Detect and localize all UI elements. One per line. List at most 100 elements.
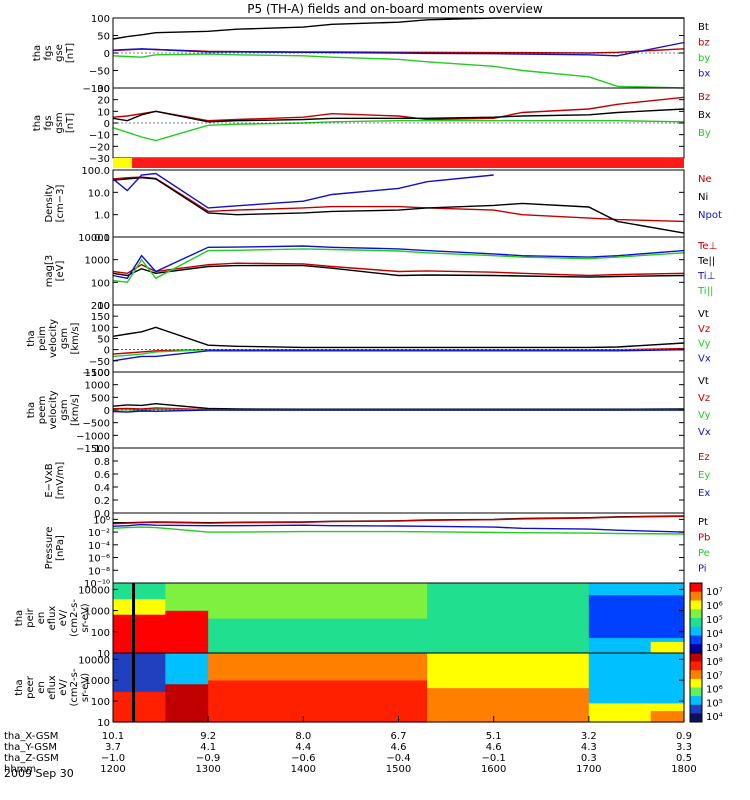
spectrogram-cell <box>265 668 271 673</box>
spectrogram-cell <box>446 683 452 689</box>
spectrogram-cell <box>550 702 557 708</box>
spectrogram-cell <box>526 586 533 592</box>
spectrogram-cell <box>298 641 304 646</box>
spectrogram-cell <box>255 691 262 696</box>
spectrogram-cell <box>636 660 642 666</box>
spectrogram-cell <box>270 714 276 719</box>
spectrogram-cell <box>565 699 571 704</box>
spectrogram-cell <box>546 702 552 708</box>
spectrogram-cell <box>579 683 585 689</box>
spectrogram-cell <box>117 683 124 689</box>
colorbar-tick-label: 10⁶ <box>706 601 723 612</box>
spectrogram-cell <box>408 629 414 635</box>
spectrogram-cell <box>607 676 614 681</box>
spectrogram-cell <box>217 637 224 642</box>
spectrogram-cell <box>555 672 561 677</box>
colorbar-segment <box>690 687 702 697</box>
spectrogram-cell <box>174 699 181 704</box>
spectrogram-cell <box>274 710 281 715</box>
spectrogram-cell <box>403 633 409 639</box>
spectrogram-cell <box>127 695 133 700</box>
spectrogram-cell <box>488 653 495 658</box>
spectrogram-cell <box>179 614 185 619</box>
spectrogram-cell <box>250 618 257 623</box>
spectrogram-cell <box>217 610 224 615</box>
spectrogram-cell <box>522 606 528 611</box>
spectrogram-cell <box>260 583 266 588</box>
spectrogram-cell <box>574 610 580 615</box>
spectrogram-cell <box>626 656 633 662</box>
spectrogram-cell <box>531 625 538 631</box>
spectrogram-cell <box>250 664 257 669</box>
spectrogram-cell <box>198 676 205 681</box>
spectrogram-cell <box>222 695 228 700</box>
spectrogram-cell <box>645 679 652 685</box>
spectrogram-cell <box>569 656 576 662</box>
series-line-bz <box>112 96 685 122</box>
spectrogram-cell <box>122 614 128 619</box>
spectrogram-cell <box>584 714 590 719</box>
spectrogram-cell <box>455 679 461 685</box>
spectrogram-cell <box>569 590 576 596</box>
spectrogram-cell <box>146 645 152 650</box>
spectrogram-cell <box>227 602 233 607</box>
spectrogram-cell <box>469 679 476 685</box>
spectrogram-cell <box>498 610 504 615</box>
spectrogram-cell <box>546 714 552 719</box>
spectrogram-cell <box>360 590 366 596</box>
spectrogram-cell <box>679 660 685 666</box>
spectrogram-cell <box>127 602 133 607</box>
spectrogram-cell <box>569 610 576 615</box>
spectrogram-cell <box>365 710 371 715</box>
spectrogram-cell <box>565 618 571 623</box>
spectrogram-cell <box>593 602 599 607</box>
spectrogram-cell <box>560 656 566 662</box>
spectrogram-cell <box>588 637 595 642</box>
spectrogram-cell <box>208 633 214 639</box>
spectrogram-cell <box>584 586 590 592</box>
spectrogram-cell <box>603 676 609 681</box>
spectrogram-cell <box>227 590 233 596</box>
spectrogram-cell <box>546 606 552 611</box>
spectrogram-cell <box>293 691 300 696</box>
spectrogram-cell <box>122 586 128 592</box>
spectrogram-cell <box>588 625 595 631</box>
spectrogram-cell <box>441 649 447 654</box>
spectrogram-cell <box>645 691 652 696</box>
spectrogram-cell <box>531 706 538 712</box>
spectrogram-cell <box>484 718 490 723</box>
spectrogram-cell <box>664 653 671 658</box>
spectrogram-cell <box>236 683 243 689</box>
spectrogram-cell <box>569 718 576 723</box>
spectrogram-cell <box>626 641 633 646</box>
y-axis-label: gsm <box>59 328 70 349</box>
spectrogram-cell <box>536 710 542 715</box>
spectrogram-cell <box>165 679 171 685</box>
spectrogram-cell <box>346 649 352 654</box>
spectrogram-cell <box>198 594 205 600</box>
spectrogram-cell <box>322 656 328 662</box>
spectrogram-cell <box>293 695 300 700</box>
spectrogram-cell <box>474 714 480 719</box>
spectrogram-cell <box>284 683 290 689</box>
spectrogram-cell <box>331 706 338 712</box>
spectrogram-cell <box>336 629 342 635</box>
spectrogram-cell <box>584 590 590 596</box>
spectrogram-cell <box>293 629 300 635</box>
spectrogram-cell <box>346 687 352 692</box>
spectrogram-cell <box>174 633 181 639</box>
spectrogram-cell <box>469 706 476 712</box>
spectrogram-cell <box>522 583 528 588</box>
spectrogram-cell <box>522 641 528 646</box>
spectrogram-cell <box>384 653 390 658</box>
spectrogram-cell <box>607 691 614 696</box>
spectrogram-cell <box>584 637 590 642</box>
spectrogram-cell <box>441 714 447 719</box>
x-row-value: 3.3 <box>676 742 692 753</box>
spectrogram-cell <box>146 710 152 715</box>
spectrogram-cell <box>255 625 262 631</box>
spectrogram-cell <box>255 714 262 719</box>
spectrogram-cell <box>631 706 638 712</box>
spectrogram-cell <box>198 598 205 604</box>
spectrogram-cell <box>512 590 519 596</box>
